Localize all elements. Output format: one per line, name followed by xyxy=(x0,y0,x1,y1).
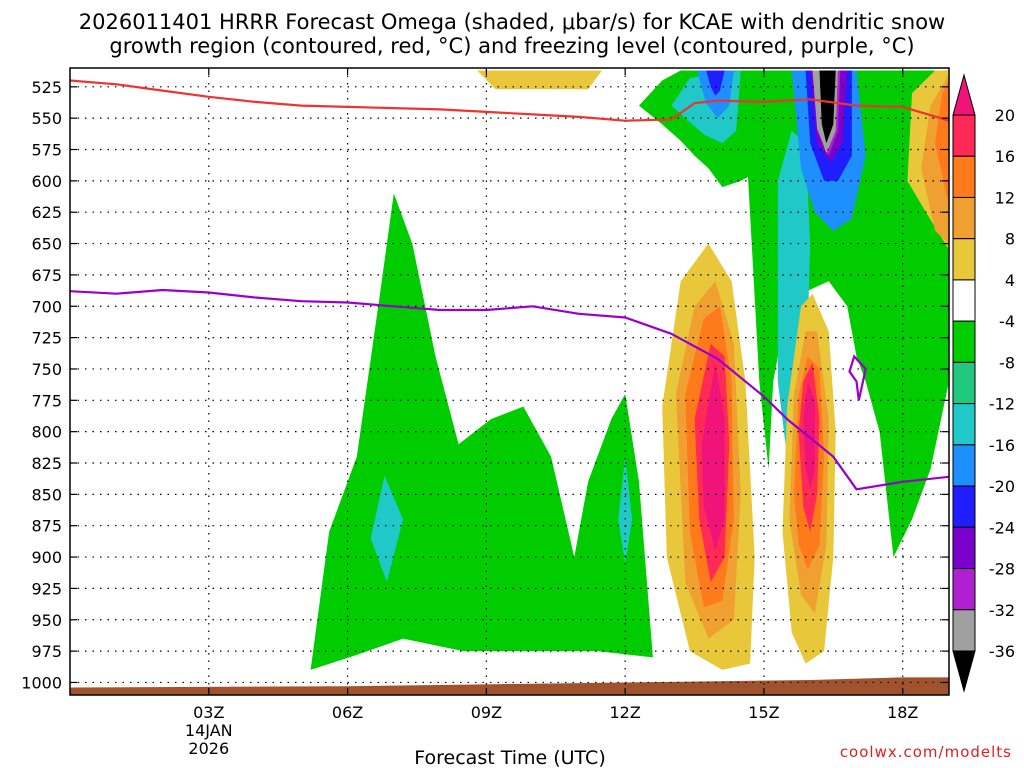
omega-region xyxy=(935,80,949,206)
y-tick-label: 525 xyxy=(31,78,62,97)
colorbar-swatch xyxy=(952,609,976,652)
colorbar-swatch xyxy=(952,155,976,198)
chart-title-line1: 2026011401 HRRR Forecast Omega (shaded, … xyxy=(79,10,945,34)
omega-shaded-layer xyxy=(310,70,949,670)
y-tick-label: 700 xyxy=(31,297,62,316)
y-axis-ticks: 525 550 575 600 625 650 675 700 725 750 775 800 825 8… xyxy=(21,78,949,692)
y-tick-label: 675 xyxy=(31,266,62,285)
y-tick-label: 725 xyxy=(31,329,62,348)
colorbar-label: -8 xyxy=(999,353,1015,372)
colorbar-label: -12 xyxy=(989,395,1015,414)
colorbar-label: -28 xyxy=(989,560,1015,579)
ground-fill xyxy=(70,677,949,695)
omega-region xyxy=(819,70,836,144)
y-tick-label: 575 xyxy=(31,141,62,160)
colorbar-top-arrow xyxy=(952,73,976,116)
colorbar-label: 4 xyxy=(1005,271,1015,290)
omega-region xyxy=(370,475,404,583)
colorbar-label: 20 xyxy=(995,106,1015,125)
y-tick-label: 600 xyxy=(31,172,62,191)
colorbar-swatch xyxy=(952,196,976,240)
colorbar-label: 12 xyxy=(995,188,1015,207)
omega-region xyxy=(706,70,725,96)
colorbar-swatch xyxy=(952,361,976,405)
x-axis-label: Forecast Time (UTC) xyxy=(414,747,605,768)
credit-text: coolwx.com/modelts xyxy=(840,743,1012,761)
x-tick-label: 15Z xyxy=(748,703,779,722)
y-tick-label: 775 xyxy=(31,391,62,410)
x-tick-label: 18Z xyxy=(887,703,918,722)
colorbar-swatch xyxy=(952,526,976,570)
colorbar-legend: 20 16 12 8 4 -4 -8 -12 -16 -20 -24 -28 -32 -36 xyxy=(952,73,1015,693)
freezing-level-line xyxy=(70,288,949,491)
x-tick-label: 06Z xyxy=(332,703,363,722)
omega-region xyxy=(803,381,815,489)
x-tick-label: 09Z xyxy=(471,703,502,722)
colorbar-swatch xyxy=(952,114,976,157)
y-tick-label: 550 xyxy=(31,109,62,128)
y-tick-label: 925 xyxy=(31,579,62,598)
y-tick-label: 975 xyxy=(31,642,62,661)
y-tick-label: 825 xyxy=(31,454,62,473)
x-tick-sublabel: 14JAN xyxy=(185,721,233,740)
dendritic-growth-line xyxy=(70,79,949,122)
colorbar-swatch xyxy=(952,568,976,611)
omega-region xyxy=(701,362,725,551)
x-tick-label: 03Z xyxy=(193,703,224,722)
omega-region xyxy=(310,193,653,670)
x-tick-label: 12Z xyxy=(609,703,640,722)
colorbar-swatch xyxy=(952,238,976,281)
colorbar-label: -24 xyxy=(989,518,1015,537)
colorbar-label: -20 xyxy=(989,477,1015,496)
omega-region xyxy=(477,70,602,90)
contour-lines xyxy=(70,79,949,491)
colorbar-swatch xyxy=(952,444,976,487)
colorbar-label: -32 xyxy=(989,601,1015,620)
y-tick-label: 800 xyxy=(31,423,62,442)
freezing-level-loop xyxy=(848,354,867,401)
y-tick-label: 950 xyxy=(31,611,62,630)
y-tick-label: 625 xyxy=(31,203,62,222)
colorbar-swatch xyxy=(952,403,976,446)
colorbar-label: -36 xyxy=(989,642,1015,661)
ground-layer xyxy=(70,677,949,695)
colorbar-swatch xyxy=(952,485,976,528)
colorbar-bottom-arrow xyxy=(952,650,976,693)
colorbar-label: -16 xyxy=(989,436,1015,455)
y-tick-label: 650 xyxy=(31,235,62,254)
colorbar-label: 8 xyxy=(1005,230,1015,249)
y-tick-label: 1000 xyxy=(21,673,62,692)
x-tick-sublabel: 2026 xyxy=(188,739,229,758)
y-tick-label: 750 xyxy=(31,360,62,379)
plot-frame xyxy=(69,67,950,696)
y-tick-label: 900 xyxy=(31,548,62,567)
y-tick-label: 875 xyxy=(31,517,62,536)
colorbar-label: 16 xyxy=(995,147,1015,166)
colorbar-swatch xyxy=(952,279,976,322)
colorbar-swatch xyxy=(952,320,976,363)
omega-region xyxy=(618,456,633,564)
chart-title-line2: growth region (contoured, red, °C) and f… xyxy=(109,34,914,58)
colorbar-label: -4 xyxy=(999,312,1015,331)
y-tick-label: 850 xyxy=(31,485,62,504)
